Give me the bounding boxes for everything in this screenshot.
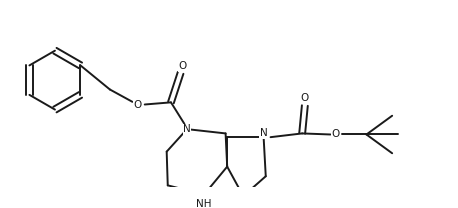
Text: N: N (183, 124, 191, 134)
Text: O: O (331, 130, 339, 140)
Text: O: O (178, 62, 186, 72)
Text: NH: NH (196, 199, 212, 208)
Text: O: O (134, 99, 142, 109)
Text: N: N (260, 128, 267, 138)
Text: O: O (301, 93, 309, 103)
